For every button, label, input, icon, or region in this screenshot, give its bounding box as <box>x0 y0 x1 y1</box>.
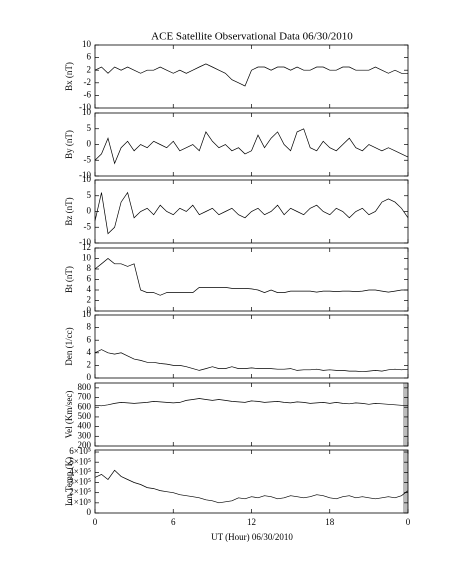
y-tick-label: 3×10⁵ <box>69 477 91 487</box>
data-line <box>94 349 409 373</box>
y-axis-label: Ion Temp (K) <box>64 457 74 506</box>
x-tick-label: 0 <box>93 517 98 527</box>
y-tick-label: 2 <box>87 295 92 305</box>
y-tick-label: 400 <box>78 421 92 431</box>
data-gap <box>403 450 408 513</box>
y-tick-label: 10 <box>82 107 92 117</box>
panel-frame <box>94 112 409 177</box>
y-axis-label: Den (1/cc) <box>64 327 74 365</box>
data-line <box>94 258 408 296</box>
data-line <box>94 63 408 87</box>
y-tick-label: -2 <box>84 77 92 87</box>
y-tick-label: -10 <box>79 237 91 247</box>
y-tick-label: 0 <box>87 372 92 382</box>
y-tick-label: 8 <box>87 263 92 273</box>
y-tick-label: 6 <box>87 274 92 284</box>
x-tick-label: 0 <box>406 517 411 527</box>
y-tick-label: 10 <box>82 174 92 184</box>
y-tick-label: 10 <box>82 309 92 319</box>
y-tick-label: -6 <box>84 89 92 99</box>
x-tick-label: 12 <box>247 517 256 527</box>
y-tick-label: 0 <box>87 507 92 517</box>
y-tick-label: 10 <box>82 39 92 49</box>
panel-frame <box>94 44 409 109</box>
y-tick-label: 12 <box>82 242 91 252</box>
y-axis-label: Bx (nT) <box>64 62 74 91</box>
panel-frame <box>94 449 409 514</box>
chart-title: ACE Satellite Observational Data 06/30/2… <box>151 31 353 43</box>
panel-frame <box>94 247 409 312</box>
y-tick-label: 6 <box>87 52 92 62</box>
y-tick-label: 5 <box>87 123 92 133</box>
y-axis-label: Bz (nT) <box>64 197 74 225</box>
y-tick-label: -10 <box>79 170 91 180</box>
data-line <box>94 128 409 165</box>
y-tick-label: -10 <box>79 102 91 112</box>
y-tick-label: -5 <box>84 154 92 164</box>
panel-frame <box>94 382 409 447</box>
data-gap <box>403 383 408 446</box>
y-tick-label: 2×10⁵ <box>69 487 91 497</box>
y-tick-label: 4 <box>87 347 92 357</box>
y-tick-label: -5 <box>84 221 92 231</box>
x-tick-label: 18 <box>325 517 335 527</box>
y-tick-label: 600 <box>78 401 92 411</box>
data-line <box>94 469 409 504</box>
y-tick-label: 2 <box>87 359 92 369</box>
y-tick-label: 300 <box>78 430 92 440</box>
y-tick-label: 10 <box>82 253 92 263</box>
y-tick-label: 5 <box>87 190 92 200</box>
y-tick-label: 0 <box>87 206 92 216</box>
panel-frame <box>94 314 409 379</box>
y-tick-label: 800 <box>78 382 92 392</box>
y-axis-label: By (nT) <box>64 130 74 159</box>
y-axis-label: Vel (Km/sec) <box>64 391 74 439</box>
y-tick-label: 200 <box>78 440 92 450</box>
y-tick-label: 700 <box>78 392 92 402</box>
y-tick-label: 4×10⁵ <box>69 466 91 476</box>
data-line <box>94 398 408 407</box>
y-tick-label: 500 <box>78 411 92 421</box>
y-tick-label: 6×10⁵ <box>69 446 91 456</box>
y-tick-label: 6 <box>87 334 92 344</box>
y-tick-label: 1×10⁵ <box>69 497 91 507</box>
y-tick-label: 0 <box>87 305 92 315</box>
data-line <box>94 191 409 235</box>
y-tick-label: 5×10⁵ <box>69 456 91 466</box>
y-tick-label: 4 <box>87 284 92 294</box>
x-axis-label: UT (Hour) 06/30/2010 <box>211 532 293 542</box>
y-tick-label: 2 <box>87 64 92 74</box>
y-axis-label: Bt (nT) <box>64 266 74 293</box>
x-tick-label: 6 <box>171 517 176 527</box>
y-tick-label: 0 <box>87 139 92 149</box>
y-tick-label: 8 <box>87 322 92 332</box>
